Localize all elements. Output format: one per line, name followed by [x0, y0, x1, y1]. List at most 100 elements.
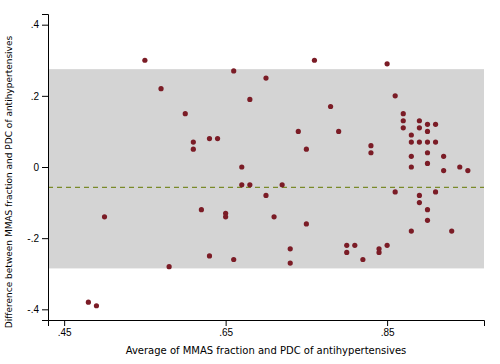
- plot-area: .45 .65 .85 -.4 -.2 0 .2 .4: [27, 15, 484, 339]
- point: [409, 132, 414, 137]
- point: [385, 243, 390, 248]
- point: [393, 93, 398, 98]
- point: [385, 61, 390, 66]
- point: [425, 207, 430, 212]
- x-tick: .65: [219, 320, 233, 338]
- point: [352, 243, 357, 248]
- point: [336, 129, 341, 134]
- point: [433, 139, 438, 144]
- point: [441, 154, 446, 159]
- point: [368, 143, 373, 148]
- point: [465, 168, 470, 173]
- point: [223, 214, 228, 219]
- point: [215, 136, 220, 141]
- point: [344, 250, 349, 255]
- point: [425, 150, 430, 155]
- agreement-band: [48, 69, 484, 268]
- point: [409, 228, 414, 233]
- mean-difference-line: [48, 187, 484, 188]
- y-tick: 0: [33, 162, 48, 173]
- x-tick-label: .45: [58, 327, 72, 338]
- point: [312, 58, 317, 63]
- point: [401, 111, 406, 116]
- point: [376, 250, 381, 255]
- y-axis: -.4 -.2 0 .2 .4: [27, 15, 48, 321]
- point: [239, 182, 244, 187]
- x-axis-title: Average of MMAS fraction and PDC of anti…: [126, 345, 407, 356]
- point: [247, 182, 252, 187]
- y-axis-line: [42, 15, 49, 321]
- y-tick-label: -.2: [27, 233, 39, 244]
- y-tick: .4: [31, 19, 48, 30]
- point: [191, 147, 196, 152]
- x-axis: .45 .65 .85: [49, 320, 485, 338]
- y-tick-mark: [42, 238, 48, 239]
- point: [199, 207, 204, 212]
- point: [263, 75, 268, 80]
- point: [417, 200, 422, 205]
- point: [409, 139, 414, 144]
- point: [304, 147, 309, 152]
- x-tick: .85: [381, 320, 395, 338]
- point: [207, 136, 212, 141]
- point: [158, 86, 163, 91]
- point: [280, 182, 285, 187]
- point: [417, 139, 422, 144]
- point: [183, 111, 188, 116]
- y-tick-mark: [42, 167, 48, 168]
- y-tick-label: -.4: [27, 304, 39, 315]
- point: [231, 257, 236, 262]
- point: [288, 260, 293, 265]
- point: [231, 68, 236, 73]
- x-tick: .45: [58, 320, 72, 338]
- point: [409, 154, 414, 159]
- y-axis-title: Difference between MMAS fraction and PDC…: [4, 36, 14, 329]
- x-tick-mark: [226, 320, 227, 326]
- point: [94, 303, 99, 308]
- point: [417, 125, 422, 130]
- point: [368, 150, 373, 155]
- point: [296, 129, 301, 134]
- point: [425, 129, 430, 134]
- x-tick-label: .65: [219, 327, 233, 338]
- point: [425, 161, 430, 166]
- point: [457, 164, 462, 169]
- y-tick-mark: [42, 96, 48, 97]
- point: [271, 214, 276, 219]
- point: [433, 189, 438, 194]
- marks: [48, 58, 484, 309]
- point: [344, 243, 349, 248]
- y-tick-label: .2: [31, 91, 40, 102]
- point: [433, 122, 438, 127]
- y-tick-label: 0: [33, 162, 39, 173]
- x-tick-label: .85: [381, 327, 395, 338]
- y-tick: -.2: [27, 233, 48, 244]
- point: [142, 58, 147, 63]
- point: [360, 257, 365, 262]
- point: [263, 193, 268, 198]
- y-tick: -.4: [27, 304, 48, 315]
- y-tick: .2: [31, 91, 48, 102]
- point: [425, 122, 430, 127]
- point: [401, 118, 406, 123]
- point: [239, 164, 244, 169]
- point: [417, 118, 422, 123]
- point: [191, 139, 196, 144]
- point: [425, 218, 430, 223]
- point: [441, 168, 446, 173]
- point: [304, 221, 309, 226]
- y-tick-mark: [42, 25, 48, 26]
- x-tick-mark: [64, 320, 65, 326]
- point: [409, 164, 414, 169]
- point: [401, 125, 406, 130]
- point: [393, 189, 398, 194]
- point: [247, 97, 252, 102]
- y-tick-mark: [42, 309, 48, 310]
- point: [288, 246, 293, 251]
- point: [425, 139, 430, 144]
- point: [102, 214, 107, 219]
- chart: .45 .65 .85 -.4 -.2 0 .2 .4 Average of MMAS frac…: [0, 0, 500, 364]
- y-tick-label: .4: [31, 19, 40, 30]
- point: [328, 104, 333, 109]
- point: [167, 264, 172, 269]
